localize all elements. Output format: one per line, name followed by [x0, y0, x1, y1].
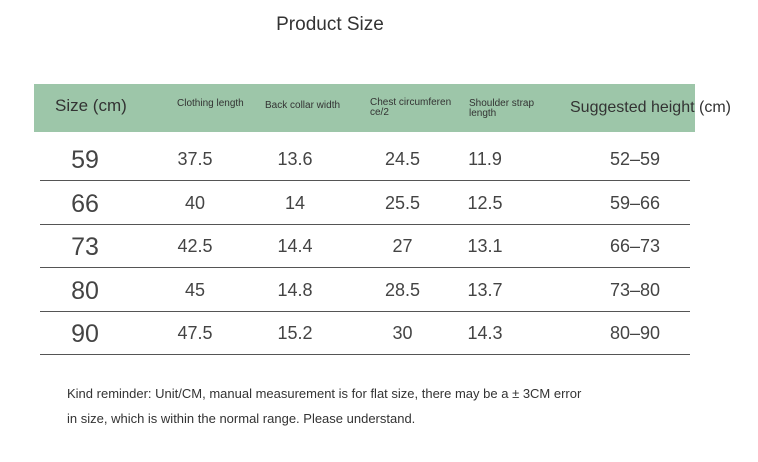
table-cell: 15.2 [277, 323, 313, 344]
table-cell: 28.5 [384, 279, 421, 300]
table-cell: 66–73 [609, 236, 661, 257]
table-cell: 24.5 [384, 149, 421, 169]
table-cell: 42.5 [177, 236, 213, 257]
table-cell: 73–80 [609, 279, 661, 300]
table-cell: 25.5 [384, 192, 421, 213]
table-row: 59 37.5 13.6 24.5 11.9 52–59 [40, 137, 690, 181]
table-cell: 14 [284, 192, 306, 213]
table-cell: 13.7 [467, 279, 503, 300]
table-cell: 13.6 [277, 149, 313, 169]
table-row: 80 45 14.8 28.5 13.7 73–80 [40, 268, 690, 312]
table-cell: 73 [71, 233, 99, 262]
table-cell: 11.9 [468, 149, 502, 169]
table-cell: 12.5 [467, 192, 503, 213]
table-cell: 59 [71, 146, 99, 174]
table-row: 66 40 14 25.5 12.5 59–66 [40, 181, 690, 225]
table-row: 73 42.5 14.4 27 13.1 66–73 [40, 224, 690, 269]
table-cell: 45 [184, 279, 206, 300]
header-shoulder: Shoulder strap length [469, 98, 535, 119]
table-cell: 13.1 [467, 236, 503, 257]
header-clothing-length: Clothing length [177, 98, 244, 109]
table-cell: 14.3 [467, 323, 503, 344]
table-cell: 37.5 [177, 149, 213, 169]
header-suggested-height: Suggested height (cm) [570, 99, 731, 116]
table-cell: 27 [392, 236, 413, 257]
table-cell: 30 [392, 323, 413, 344]
table-header [34, 84, 695, 132]
table-cell: 40 [184, 192, 206, 213]
table-row: 90 47.5 15.2 30 14.3 80–90 [40, 311, 690, 356]
table-cell: 80 [71, 276, 99, 305]
header-chest: Chest circumferen ce/2 [370, 97, 452, 118]
table-cell: 47.5 [177, 323, 213, 344]
header-back-collar-width: Back collar width [265, 100, 341, 111]
note-line-1: Kind reminder: Unit/CM, manual measureme… [67, 386, 582, 401]
table-cell: 66 [71, 189, 99, 218]
table-cell: 14.4 [277, 236, 313, 257]
table-cell: 14.8 [277, 279, 313, 300]
table-cell: 52–59 [609, 149, 661, 169]
header-size: Size (cm) [55, 96, 127, 115]
page-title: Product Size [276, 14, 384, 35]
table-cell: 59–66 [609, 192, 661, 213]
table-cell: 80–90 [609, 323, 661, 344]
note-line-2: in size, which is within the normal rang… [67, 411, 416, 426]
table-cell: 90 [71, 320, 99, 349]
